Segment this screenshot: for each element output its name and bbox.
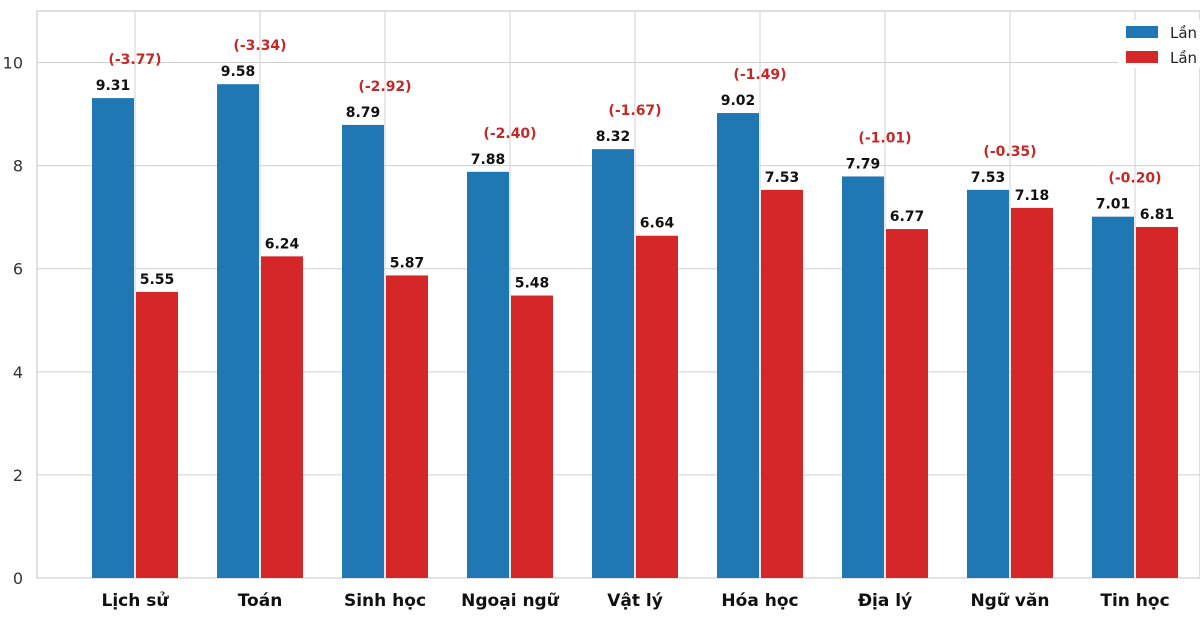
y-tick-label: 2 [13,466,23,485]
legend-swatch [1126,51,1158,63]
bar-series-1 [217,84,259,578]
x-tick-label: Lịch sử [102,591,170,611]
data-label-series-1: 8.32 [596,129,631,145]
difference-label: (-3.77) [108,52,161,68]
bar-series-2 [886,229,928,578]
bar-series-2 [511,295,553,578]
bar-series-2 [261,256,303,578]
y-tick-label: 8 [13,157,23,176]
data-label-series-1: 7.01 [1096,197,1131,213]
bar-series-2 [1136,226,1178,578]
y-tick-label: 10 [3,54,23,73]
bar-series-1 [717,113,759,578]
bar-series-1 [592,149,634,578]
bar-series-2 [761,189,803,578]
data-label-series-1: 9.58 [221,64,256,80]
bar-series-1 [1092,216,1134,578]
x-tick-label: Địa lý [858,591,912,611]
bar-series-2 [1011,207,1053,579]
data-label-series-2: 7.18 [1015,188,1050,204]
data-label-series-2: 6.24 [265,236,300,252]
x-tick-label: Toán [238,591,283,611]
x-tick-label: Ngữ văn [970,591,1049,611]
data-label-series-2: 5.55 [140,272,175,288]
difference-label: (-2.40) [483,126,536,142]
y-tick-label: 6 [13,260,23,279]
data-label-series-1: 9.31 [96,78,131,94]
data-label-series-1: 9.02 [721,93,756,109]
bar-series-1 [467,171,509,578]
data-label-series-1: 7.88 [471,152,506,168]
difference-label: (-3.34) [233,38,286,54]
y-tick-label: 0 [13,569,23,588]
data-label-series-1: 7.53 [971,170,1006,186]
data-label-series-1: 8.79 [346,105,381,121]
bar-series-1 [92,98,134,578]
bar-series-1 [842,176,884,578]
difference-label: (-0.35) [983,144,1036,160]
bar-series-1 [342,124,384,578]
data-label-series-2: 6.64 [640,216,675,232]
legend-label: Lần [1170,24,1197,42]
x-tick-label: Vật lý [607,591,663,611]
x-tick-label: Sinh học [344,591,426,611]
difference-label: (-0.20) [1108,171,1161,187]
data-label-series-2: 5.87 [390,255,425,271]
difference-label: (-1.49) [733,67,786,83]
x-tick-label: Ngoại ngữ [461,591,560,611]
legend-label: Lần [1170,49,1197,67]
x-tick-label: Tin học [1100,591,1169,611]
data-label-series-2: 5.48 [515,276,550,292]
bar-series-2 [636,235,678,579]
data-label-series-1: 7.79 [846,156,881,172]
data-label-series-2: 6.81 [1140,207,1175,223]
legend-swatch [1126,26,1158,38]
bar-series-1 [967,189,1009,578]
x-tick-label: Hóa học [721,591,798,611]
difference-label: (-1.01) [858,130,911,146]
data-label-series-2: 7.53 [765,170,800,186]
difference-label: (-1.67) [608,103,661,119]
bar-series-2 [136,291,178,578]
difference-label: (-2.92) [358,79,411,95]
y-tick-label: 4 [13,363,23,382]
data-label-series-2: 6.77 [890,209,925,225]
bar-series-2 [386,275,428,578]
